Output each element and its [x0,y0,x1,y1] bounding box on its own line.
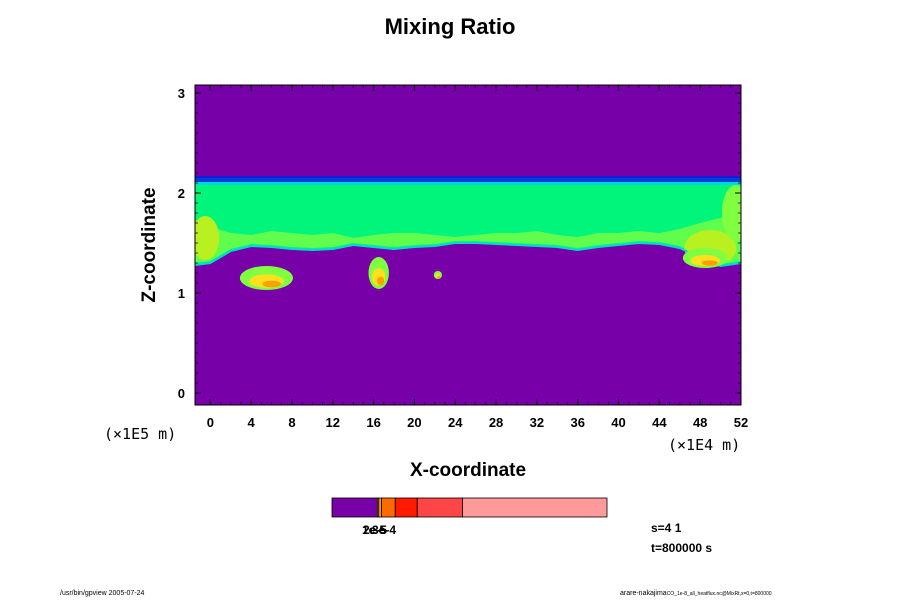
x-tick-label: 40 [611,415,625,430]
x-tick-label: 20 [407,415,421,430]
layer-edge-left [195,216,220,260]
y-axis-label: Z-coordinate [139,187,160,303]
plume-hot-1 [377,276,385,286]
x-tick-label: 0 [207,415,214,430]
footer-source-prefix: arare-nakajima [620,590,667,597]
y-tick-label: 0 [178,386,185,401]
plot-frame [194,84,742,406]
x-tick-label: 4 [248,415,256,430]
layer-edge-right-upper [721,185,741,241]
y-tick-label: 1 [178,286,185,301]
footer-source: arare-nakajimaCO_1e-8_all_heatflux.nc@Mi… [620,590,772,597]
colorbar-segment [462,497,608,518]
colorbar-segment [394,497,418,518]
colorbar-tick-label: 3e-4 [372,523,397,537]
footer-command: /usr/bin/gpview 2005-07-24 [60,590,145,597]
chart-title: Mixing Ratio [384,14,516,39]
layer-base-edge [195,241,741,268]
colorbar-segment [378,497,382,518]
plume-hot-2 [437,275,441,279]
layer-blue-band [195,176,741,182]
colorbar-tick-label: 1e-5 [362,523,387,537]
y-tick-label: 3 [178,86,185,101]
field-layer-group [195,176,741,290]
x-tick-label: 36 [570,415,584,430]
x-tick-label: 32 [530,415,544,430]
colorbar-segment [381,497,396,518]
colorbar-segment [416,497,464,518]
x-axis-label: X-coordinate [409,460,527,481]
stats-line: s=4 1 [651,521,682,535]
time-line: t=800000 s [651,541,713,555]
y-tick-label: 2 [178,186,185,201]
colorbar-tick-label: 2e-5 [363,523,388,537]
x-tick-label: 28 [489,415,503,430]
footer-source-suffix: CO_1e-8_all_heatflux.nc@MixRt,x=0,t=8000… [666,591,772,597]
x-tick-label: 48 [693,415,707,430]
colorbar-segment [331,497,378,518]
plume-hot-3 [701,260,718,266]
x-tick-label: 44 [652,415,667,430]
x-axis-unit: (×1E4 m) [668,436,741,454]
x-tick-label: 24 [448,415,463,430]
x-tick-label: 8 [288,415,295,430]
plume-hot-0 [262,280,282,288]
x-tick-label: 52 [734,415,748,430]
y-axis-unit: (×1E5 m) [104,425,177,443]
colorbar [331,497,608,518]
x-tick-label: 12 [326,415,340,430]
layer-lower-patch [195,215,741,264]
x-tick-label: 16 [366,415,380,430]
